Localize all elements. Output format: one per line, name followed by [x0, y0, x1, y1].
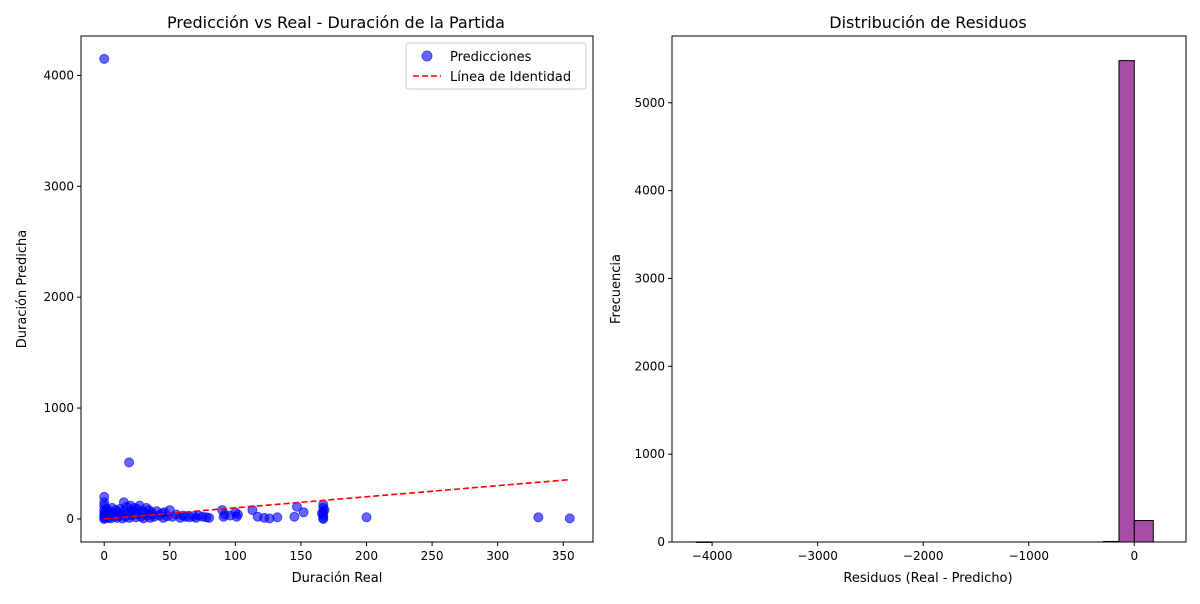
x-tick-label: −4000 [692, 549, 733, 563]
scatter-point [319, 505, 330, 516]
y-tick-label: 4000 [634, 184, 665, 198]
histogram-bars [695, 60, 1154, 543]
scatter-legend: Predicciones Línea de Identidad [405, 42, 587, 90]
scatter-y-label: Duración Predicha [15, 230, 30, 349]
x-tick-label: 250 [421, 549, 444, 563]
x-tick-label: −3000 [797, 549, 838, 563]
x-tick-label: 0 [1130, 549, 1138, 563]
x-tick-label: −2000 [903, 549, 944, 563]
scatter-x-ticks: 0 50 100 150 200 250 300 350 [100, 542, 575, 563]
scatter-point [361, 512, 372, 523]
identity-line [104, 478, 570, 520]
scatter-point [124, 457, 135, 468]
y-tick-label: 0 [66, 512, 74, 526]
scatter-point [232, 509, 243, 520]
scatter-point [99, 53, 110, 64]
y-tick-label: 2000 [43, 290, 74, 304]
scatter-point [318, 513, 329, 524]
y-tick-label: 1000 [43, 401, 74, 415]
histogram-axes-frame [671, 35, 1187, 543]
histogram-bar [1133, 519, 1154, 543]
x-tick-label: 150 [289, 549, 312, 563]
x-tick-label: −1000 [1008, 549, 1049, 563]
y-tick-label: 4000 [43, 68, 74, 82]
scatter-y-ticks: 0 1000 2000 3000 4000 [43, 68, 81, 526]
y-tick-label: 5000 [634, 96, 665, 110]
x-tick-label: 200 [355, 549, 378, 563]
scatter-title: Predicción vs Real - Duración de la Part… [167, 13, 505, 32]
scatter-point [289, 511, 300, 522]
histogram-x-label: Residuos (Real - Predicho) [843, 571, 1012, 586]
legend-label-identidad: Línea de Identidad [450, 70, 571, 85]
y-tick-label: 1000 [634, 447, 665, 461]
y-tick-label: 3000 [634, 271, 665, 285]
legend-label-predicciones: Predicciones [450, 50, 532, 65]
x-tick-label: 0 [100, 549, 108, 563]
x-tick-label: 300 [486, 549, 509, 563]
scatter-point [564, 513, 575, 524]
y-tick-label: 3000 [43, 179, 74, 193]
y-tick-label: 2000 [634, 359, 665, 373]
legend-box [405, 42, 587, 90]
x-tick-label: 100 [224, 549, 247, 563]
x-tick-label: 350 [552, 549, 575, 563]
scatter-point [204, 512, 215, 523]
histogram-title: Distribución de Residuos [829, 13, 1026, 32]
identity-line-path [104, 478, 570, 520]
histogram-subplot: Distribución de Residuos −4000 −3000 −2000… [609, 13, 1187, 586]
scatter-axes-frame [80, 35, 594, 543]
histogram-bar [1118, 60, 1135, 543]
y-tick-label: 0 [657, 535, 665, 549]
scatter-point [247, 505, 258, 516]
histogram-x-ticks: −4000 −3000 −2000 −1000 0 [692, 542, 1138, 563]
scatter-point [298, 507, 309, 518]
histogram-y-label: Frecuencia [609, 254, 624, 324]
legend-marker-predicciones [421, 50, 433, 62]
scatter-point [533, 512, 544, 523]
scatter-subplot: Predicción vs Real - Duración de la Part… [15, 13, 594, 586]
histogram-y-ticks: 0 1000 2000 3000 4000 5000 [634, 96, 672, 549]
x-tick-label: 50 [162, 549, 177, 563]
scatter-point [272, 512, 283, 523]
scatter-points [99, 53, 575, 524]
scatter-x-label: Duración Real [292, 571, 383, 586]
